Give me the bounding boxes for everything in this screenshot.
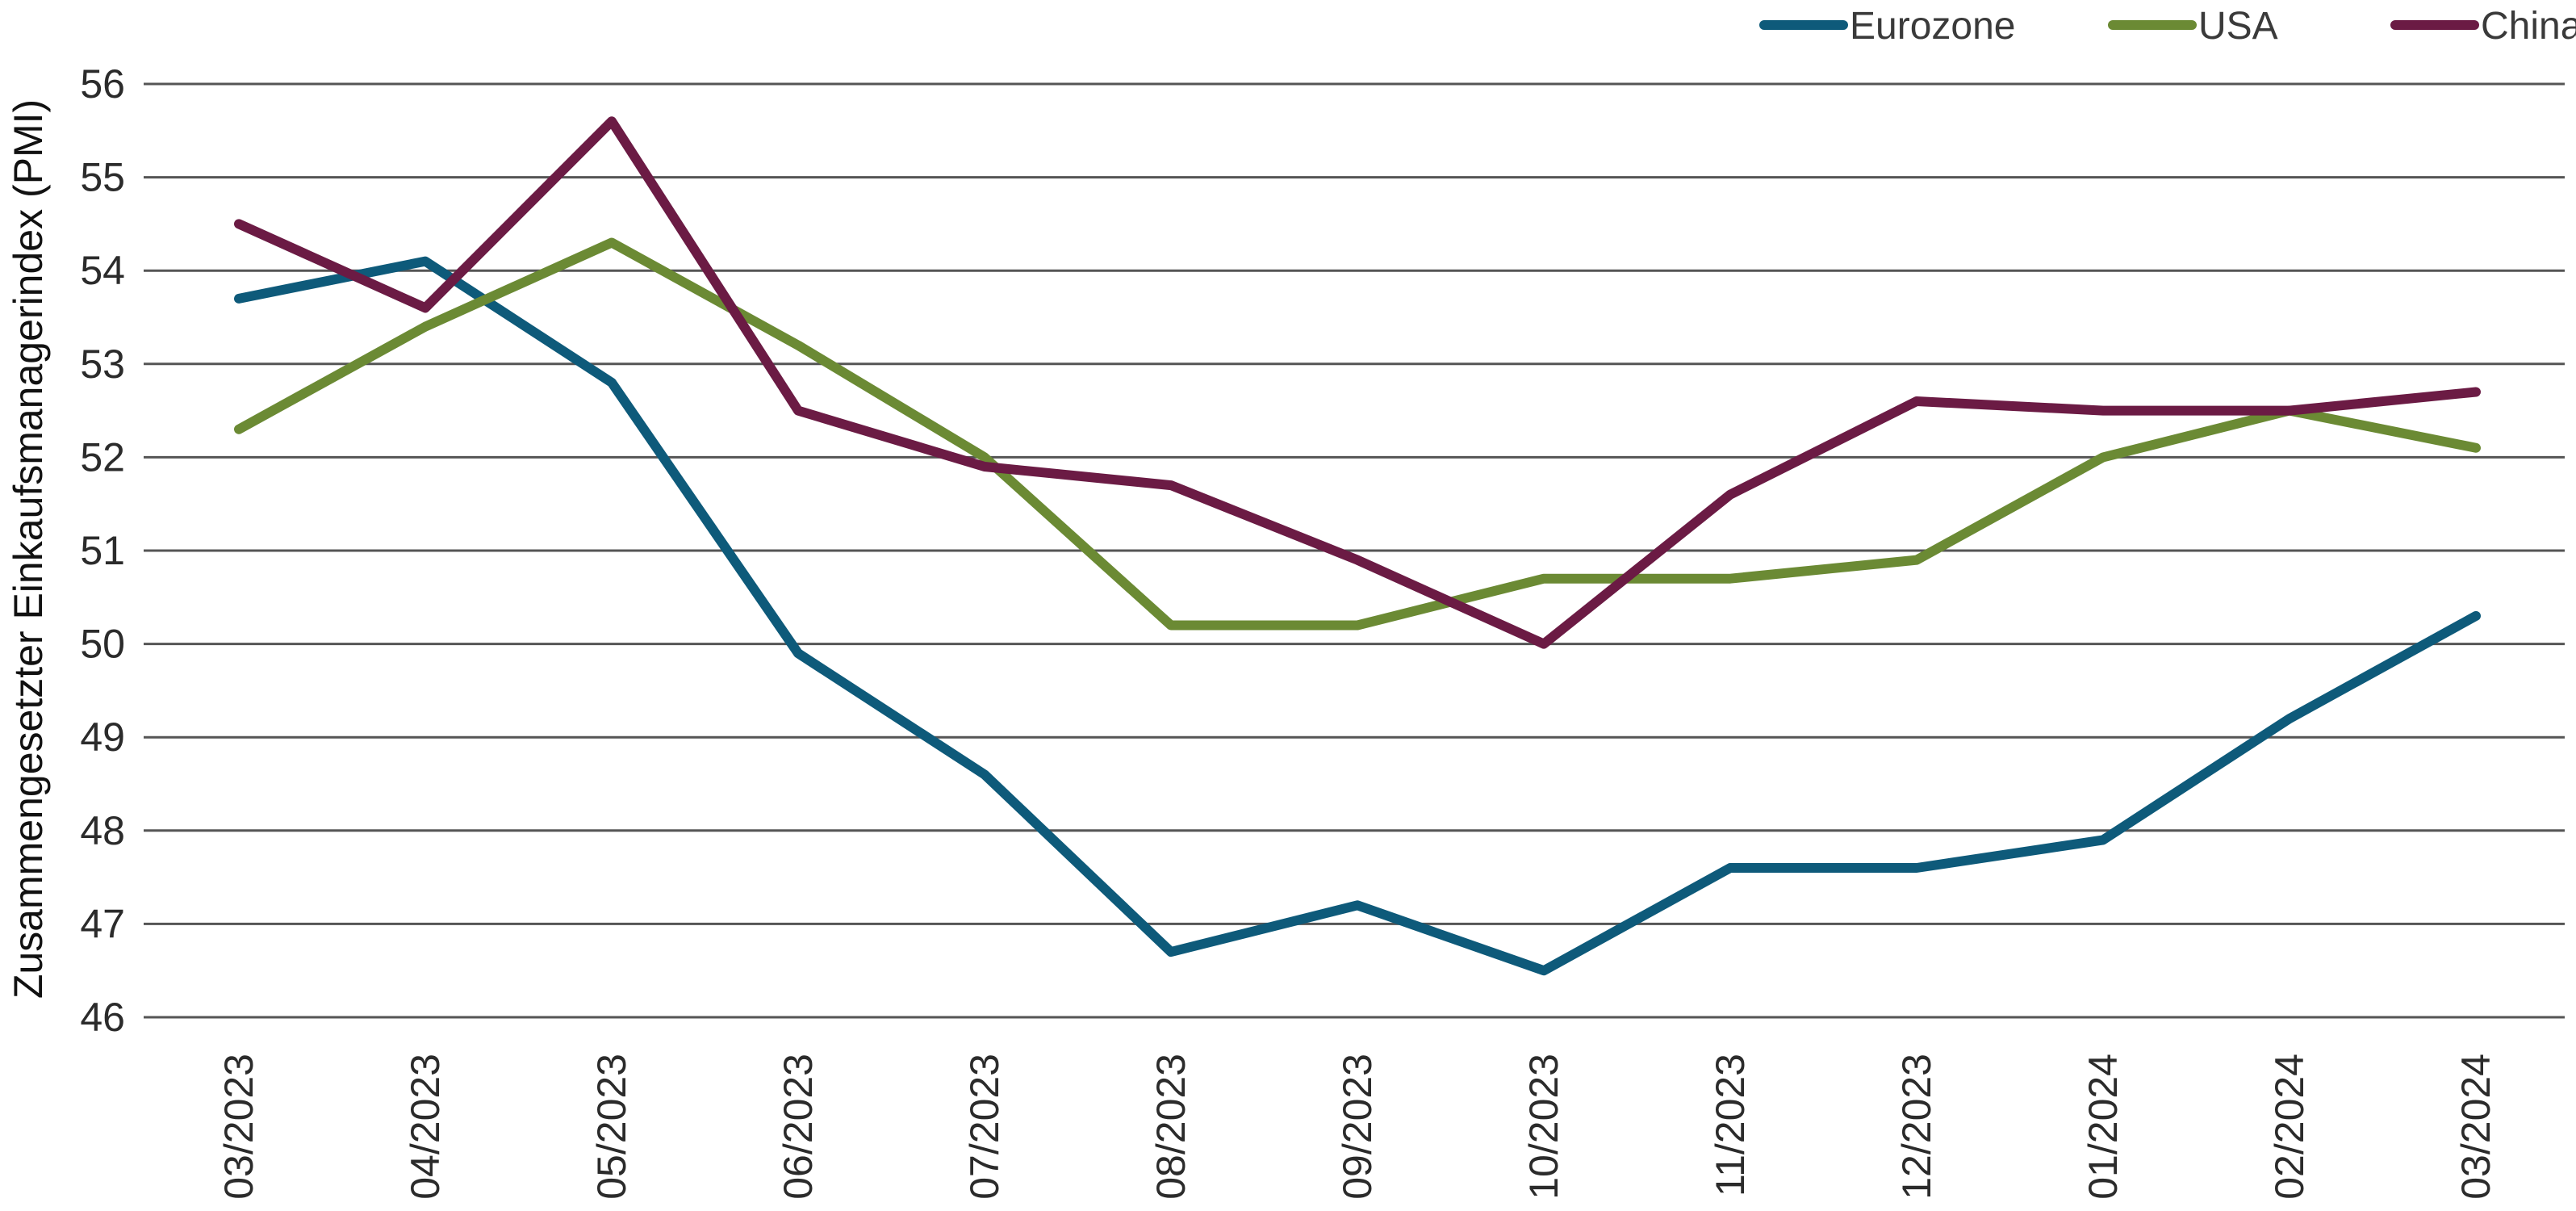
y-axis-title: Zusammengesetzter Einkaufsmanagerindex (…	[6, 99, 51, 999]
series-line-china	[234, 116, 2481, 649]
gridlines	[144, 82, 2565, 1019]
y-tick-label: 48	[80, 808, 125, 853]
y-tick-label: 49	[80, 714, 125, 760]
series-lines	[234, 116, 2481, 976]
x-tick-label: 12/2023	[1894, 1054, 1939, 1200]
y-axis-tick-labels: 46 47 48 49 50 51 52 53 54 55 56	[80, 61, 125, 1040]
x-tick-label: 05/2023	[589, 1054, 634, 1200]
y-tick-label: 54	[80, 248, 125, 293]
x-tick-label: 08/2023	[1148, 1054, 1194, 1200]
y-tick-label: 56	[80, 61, 125, 107]
legend: Eurozone USA China	[1759, 5, 2576, 48]
legend-label-eurozone: Eurozone	[1850, 5, 2015, 48]
x-tick-label: 03/2024	[2453, 1054, 2499, 1200]
x-tick-label: 04/2023	[403, 1054, 448, 1200]
x-tick-label: 07/2023	[962, 1054, 1007, 1200]
legend-label-china: China	[2481, 5, 2576, 48]
x-tick-label: 09/2023	[1335, 1054, 1380, 1200]
x-axis-tick-labels: 03/2023 04/2023 05/2023 06/2023 07/2023 08/20…	[216, 1054, 2499, 1200]
y-tick-label: 50	[80, 622, 125, 667]
y-tick-label: 51	[80, 528, 125, 573]
x-tick-label: 03/2023	[216, 1054, 261, 1200]
y-tick-label: 55	[80, 155, 125, 200]
x-tick-label: 06/2023	[776, 1054, 821, 1200]
x-tick-label: 11/2023	[1708, 1054, 1753, 1196]
series-line-usa	[234, 237, 2481, 631]
y-tick-label: 52	[80, 434, 125, 480]
y-tick-label: 46	[80, 995, 125, 1040]
y-tick-label: 53	[80, 342, 125, 387]
x-tick-label: 10/2023	[1521, 1054, 1566, 1200]
legend-label-usa: USA	[2198, 5, 2278, 48]
series-line-eurozone	[234, 256, 2481, 976]
x-tick-label: 02/2024	[2267, 1054, 2312, 1200]
x-tick-label: 01/2024	[2080, 1054, 2126, 1200]
y-tick-label: 47	[80, 901, 125, 946]
